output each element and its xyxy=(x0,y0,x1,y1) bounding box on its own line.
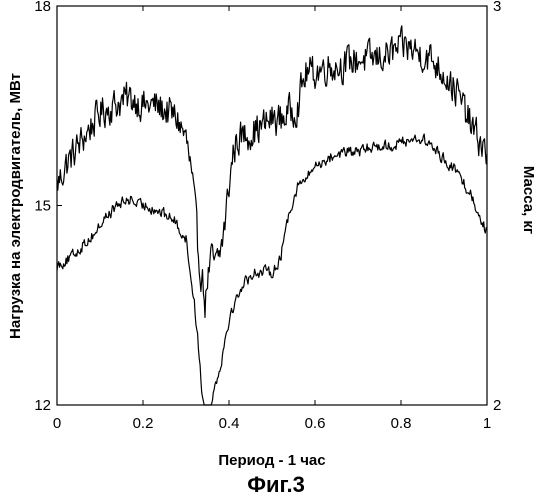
right-y-tick-label: 2 xyxy=(493,397,501,414)
series-line-2 xyxy=(57,134,487,405)
x-tick-label: 0 xyxy=(53,415,61,432)
x-axis-ticks: 0 0.2 0.4 0.6 0.8 1 xyxy=(53,6,491,432)
x-axis-title: Период - 1 час xyxy=(218,452,325,469)
left-y-tick-label: 18 xyxy=(34,0,51,15)
x-tick-label: 0.6 xyxy=(305,415,326,432)
left-y-tick-label: 15 xyxy=(34,198,51,215)
right-y-axis-title: Масса, кг xyxy=(520,166,537,234)
series-group xyxy=(57,26,487,405)
x-tick-label: 0.4 xyxy=(219,415,240,432)
right-y-axis-ticks: 23 xyxy=(482,0,501,414)
x-tick-label: 0.8 xyxy=(391,415,412,432)
left-y-axis-title: Нагрузка на электродвигатель, МВт xyxy=(7,73,24,339)
series-line-1 xyxy=(57,26,487,318)
figure-label: Фиг.3 xyxy=(247,472,305,497)
x-tick-label: 0.2 xyxy=(133,415,154,432)
x-tick-label: 1 xyxy=(483,415,491,432)
left-y-axis-ticks: 12 15 18 xyxy=(34,0,62,414)
left-y-tick-label: 12 xyxy=(34,397,51,414)
right-y-tick-label: 3 xyxy=(493,0,501,15)
